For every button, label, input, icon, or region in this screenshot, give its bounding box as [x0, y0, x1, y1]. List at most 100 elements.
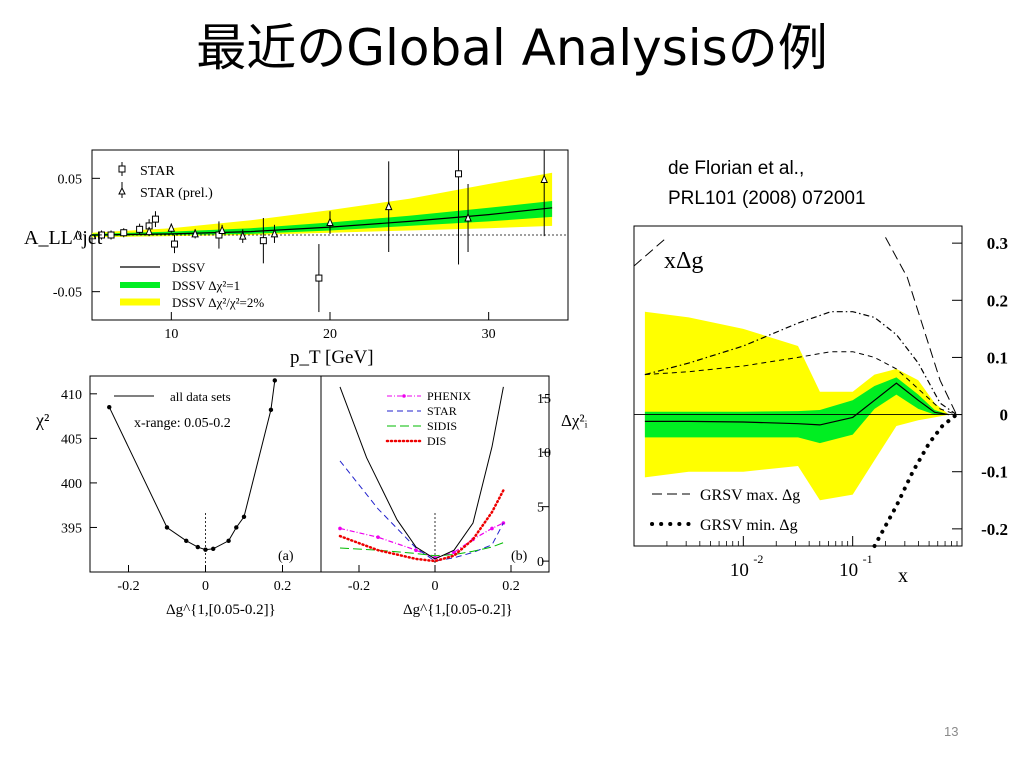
x-tick-label: -0.2: [348, 579, 370, 594]
star-prel-point: [238, 230, 247, 240]
slide-title: 最近のGlobal Analysisの例: [196, 19, 828, 77]
x-tick-label: 0: [432, 579, 439, 594]
dssv-green-band: [644, 377, 949, 444]
y-axis-label: Δχ²ᵢ: [561, 411, 588, 430]
legend-star-prel-label: STAR (prel.): [140, 186, 213, 201]
y-tick-label: 400: [61, 477, 82, 492]
legend-star-prel: STAR (prel.): [118, 182, 213, 201]
chart-legend: STAR STAR (prel.) DSSV DSSV Δχ²=1 DSSV Δ…: [118, 162, 264, 310]
legend-dis: DIS: [385, 434, 446, 448]
legend-dssv-green-label: DSSV Δχ²=1: [172, 278, 240, 293]
series-sidis: [339, 542, 504, 557]
star-point: [151, 215, 159, 223]
chi2-point: [184, 538, 189, 544]
x-tick-label: 10: [164, 327, 178, 342]
dssv-curve: [644, 382, 949, 426]
panel-tag: (a): [278, 549, 294, 564]
y-tick-label: 0: [75, 229, 82, 244]
star-prel-point: [464, 212, 472, 222]
x-tick-label: 20: [323, 327, 337, 342]
chi2-point: [211, 546, 216, 552]
y-axis-label: xΔg: [664, 248, 703, 274]
series-star: [339, 460, 504, 562]
star-prel-point: [218, 225, 226, 234]
delta-chi2-chart-b: -0.2 0 0.2 0 5 10 15 PHENIX STAR SIDIS DIS (b)…: [320, 375, 588, 618]
series-total: [339, 386, 504, 560]
x-tick-label: -0.2: [117, 579, 139, 594]
x-tick-label: 10: [730, 560, 749, 581]
legend-dssv: DSSV: [120, 260, 206, 275]
legend-grsv-min-label: GRSV min. Δg: [700, 517, 798, 534]
star-point: [455, 170, 463, 178]
star-point: [171, 240, 179, 248]
legend-dssv-yellow: DSSV Δχ²/χ²=2%: [120, 295, 264, 310]
y-tick-label: 0.3: [987, 234, 1008, 253]
y-tick-label: 395: [61, 521, 82, 536]
star-prel-point: [326, 217, 334, 227]
legend-star-label: STAR: [140, 164, 175, 179]
star-point: [315, 274, 323, 282]
x-axis-label: x: [898, 565, 908, 587]
legend-grsv-max: GRSV max. Δg: [652, 487, 800, 504]
chi2-point: [272, 378, 277, 383]
y-tick-label: 5: [537, 501, 544, 516]
annotation-x-range: x-range: 0.05-0.2: [134, 416, 231, 431]
legend-star-label: STAR: [427, 404, 457, 418]
star-prel-point: [540, 174, 548, 183]
chart-legend: all data sets: [114, 389, 231, 404]
y-axis-label: χ²: [35, 410, 49, 430]
y-tick-label: -0.2: [981, 520, 1008, 539]
chi2-curve: [108, 380, 276, 551]
y-tick-label: 10: [537, 446, 551, 461]
x-tick-label: 0: [202, 579, 209, 594]
phenix-point: [414, 548, 418, 553]
panel-tag: (b): [511, 549, 528, 564]
chi2-point: [268, 407, 274, 413]
legend-star: STAR: [118, 162, 175, 179]
y-tick-label: 410: [61, 388, 82, 403]
chi2-point: [164, 525, 170, 530]
grsv-std-curve: [644, 351, 957, 416]
star-prel-point: [167, 222, 176, 232]
legend-dssv-green: DSSV Δχ²=1: [120, 278, 240, 293]
y-tick-label: 0.05: [58, 172, 83, 187]
y-tick-label: 405: [61, 432, 82, 447]
x-axis-label: p_T [GeV]: [290, 347, 374, 368]
legend-grsv-min: GRSV min. Δg: [650, 517, 798, 534]
legend-all-data-label: all data sets: [170, 389, 231, 404]
x-axis-label: Δg^{1,[0.05-0.2]}: [166, 602, 276, 618]
y-tick-label: 0: [1000, 406, 1009, 425]
citation: de Florian et al., PRL101 (2008) 072001: [668, 154, 866, 214]
grsv-max-dg-curve: [885, 237, 957, 415]
legend-dssv-label: DSSV: [172, 260, 206, 275]
all-jet-chart: 10 20 30 0.05 0 -0.05 STAR STAR (prel.) DSSV …: [24, 149, 569, 368]
plot-frame: [633, 225, 963, 547]
star-prel-point: [270, 228, 279, 238]
y-tick-label: 0: [537, 555, 544, 570]
x-tick-exponent: -1: [863, 552, 873, 566]
dssv-yellow-band: [644, 311, 949, 501]
phenix-point: [490, 526, 494, 531]
star-prel-point: [191, 228, 199, 238]
star-point: [120, 229, 128, 237]
chart-legend: PHENIX STAR SIDIS DIS: [385, 389, 471, 448]
legend-sidis: SIDIS: [387, 419, 457, 433]
x-tick-label: 30: [482, 327, 496, 342]
chi2-point: [226, 538, 231, 544]
chi2-point: [241, 514, 247, 519]
chi2-point: [234, 525, 239, 530]
star-prel-point: [384, 201, 393, 211]
chi2-point: [203, 547, 208, 552]
xdg-chart: 10 -2 10 -1 0.3 0.2 0.1 0 -0.1 -0.2 xΔg GRSV max.…: [633, 225, 1009, 587]
legend-dssv-yellow-label: DSSV Δχ²/χ²=2%: [172, 295, 264, 310]
legend-dis-label: DIS: [427, 434, 446, 448]
star-point: [107, 231, 115, 239]
chi2-chart-a: -0.2 0 0.2 395 400 405 410 all data sets x-ran…: [35, 375, 322, 618]
y-tick-label: 15: [537, 392, 551, 407]
star-point: [259, 237, 267, 245]
citation-authors: de Florian et al.,: [668, 158, 805, 179]
chi2-point: [107, 404, 112, 410]
series-phenix: [339, 522, 504, 559]
grsv-max-dg-lowx-curve: [633, 237, 668, 267]
chi2-point: [195, 544, 200, 550]
